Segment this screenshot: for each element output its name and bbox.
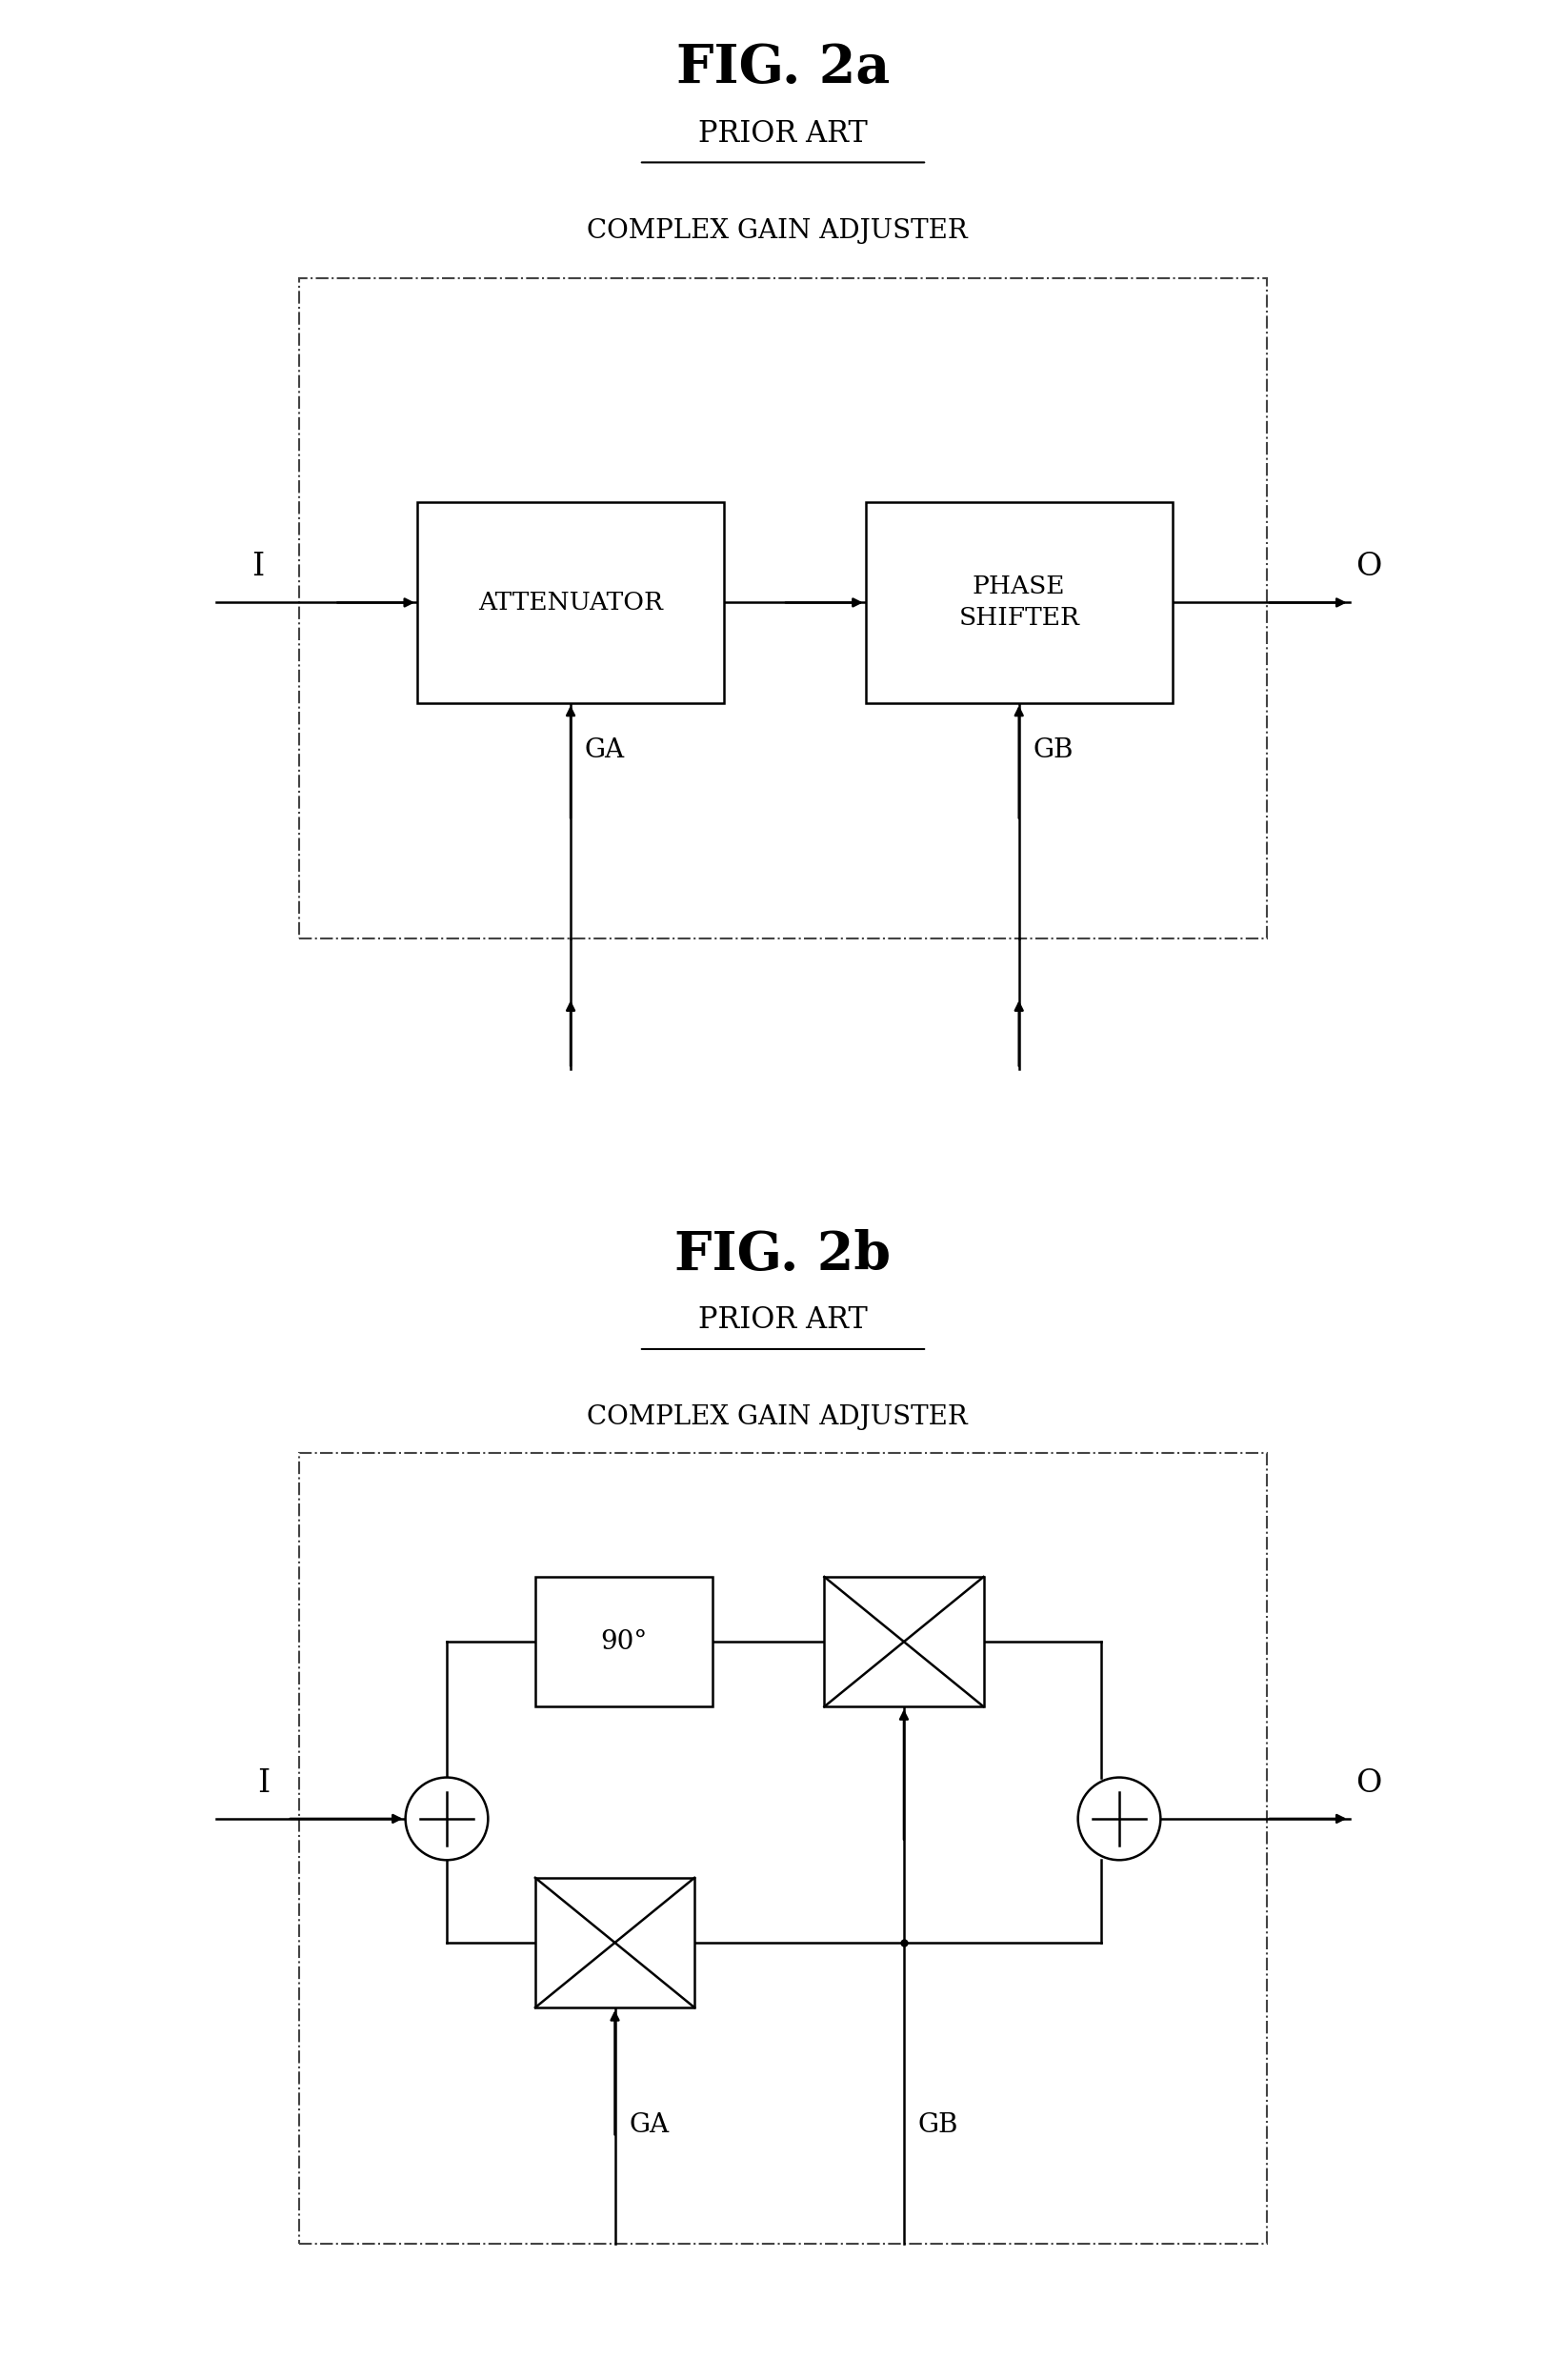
Circle shape <box>1077 1778 1160 1861</box>
Text: PRIOR ART: PRIOR ART <box>698 119 868 148</box>
Text: I: I <box>252 552 265 583</box>
Bar <box>299 1452 1267 2244</box>
Text: GA: GA <box>584 738 625 764</box>
Text: GB: GB <box>1034 738 1074 764</box>
Text: FIG. 2a: FIG. 2a <box>677 43 889 95</box>
Text: O: O <box>1355 1768 1381 1799</box>
Bar <box>299 278 1267 938</box>
Bar <box>417 502 723 702</box>
Text: COMPLEX GAIN ADJUSTER: COMPLEX GAIN ADJUSTER <box>587 1404 968 1430</box>
Text: PRIOR ART: PRIOR ART <box>698 1304 868 1335</box>
Bar <box>536 1578 713 1706</box>
Text: 90°: 90° <box>600 1628 647 1654</box>
Text: I: I <box>257 1768 271 1799</box>
Text: PHASE
SHIFTER: PHASE SHIFTER <box>958 576 1079 631</box>
Bar <box>536 1878 694 2009</box>
Circle shape <box>406 1778 489 1861</box>
Text: COMPLEX GAIN ADJUSTER: COMPLEX GAIN ADJUSTER <box>587 219 968 243</box>
Bar <box>824 1578 983 1706</box>
Text: O: O <box>1355 552 1381 583</box>
Text: ATTENUATOR: ATTENUATOR <box>478 590 662 614</box>
Text: FIG. 2b: FIG. 2b <box>675 1228 891 1280</box>
Text: GB: GB <box>918 2113 958 2140</box>
Bar <box>866 502 1173 702</box>
Text: GA: GA <box>630 2113 669 2140</box>
